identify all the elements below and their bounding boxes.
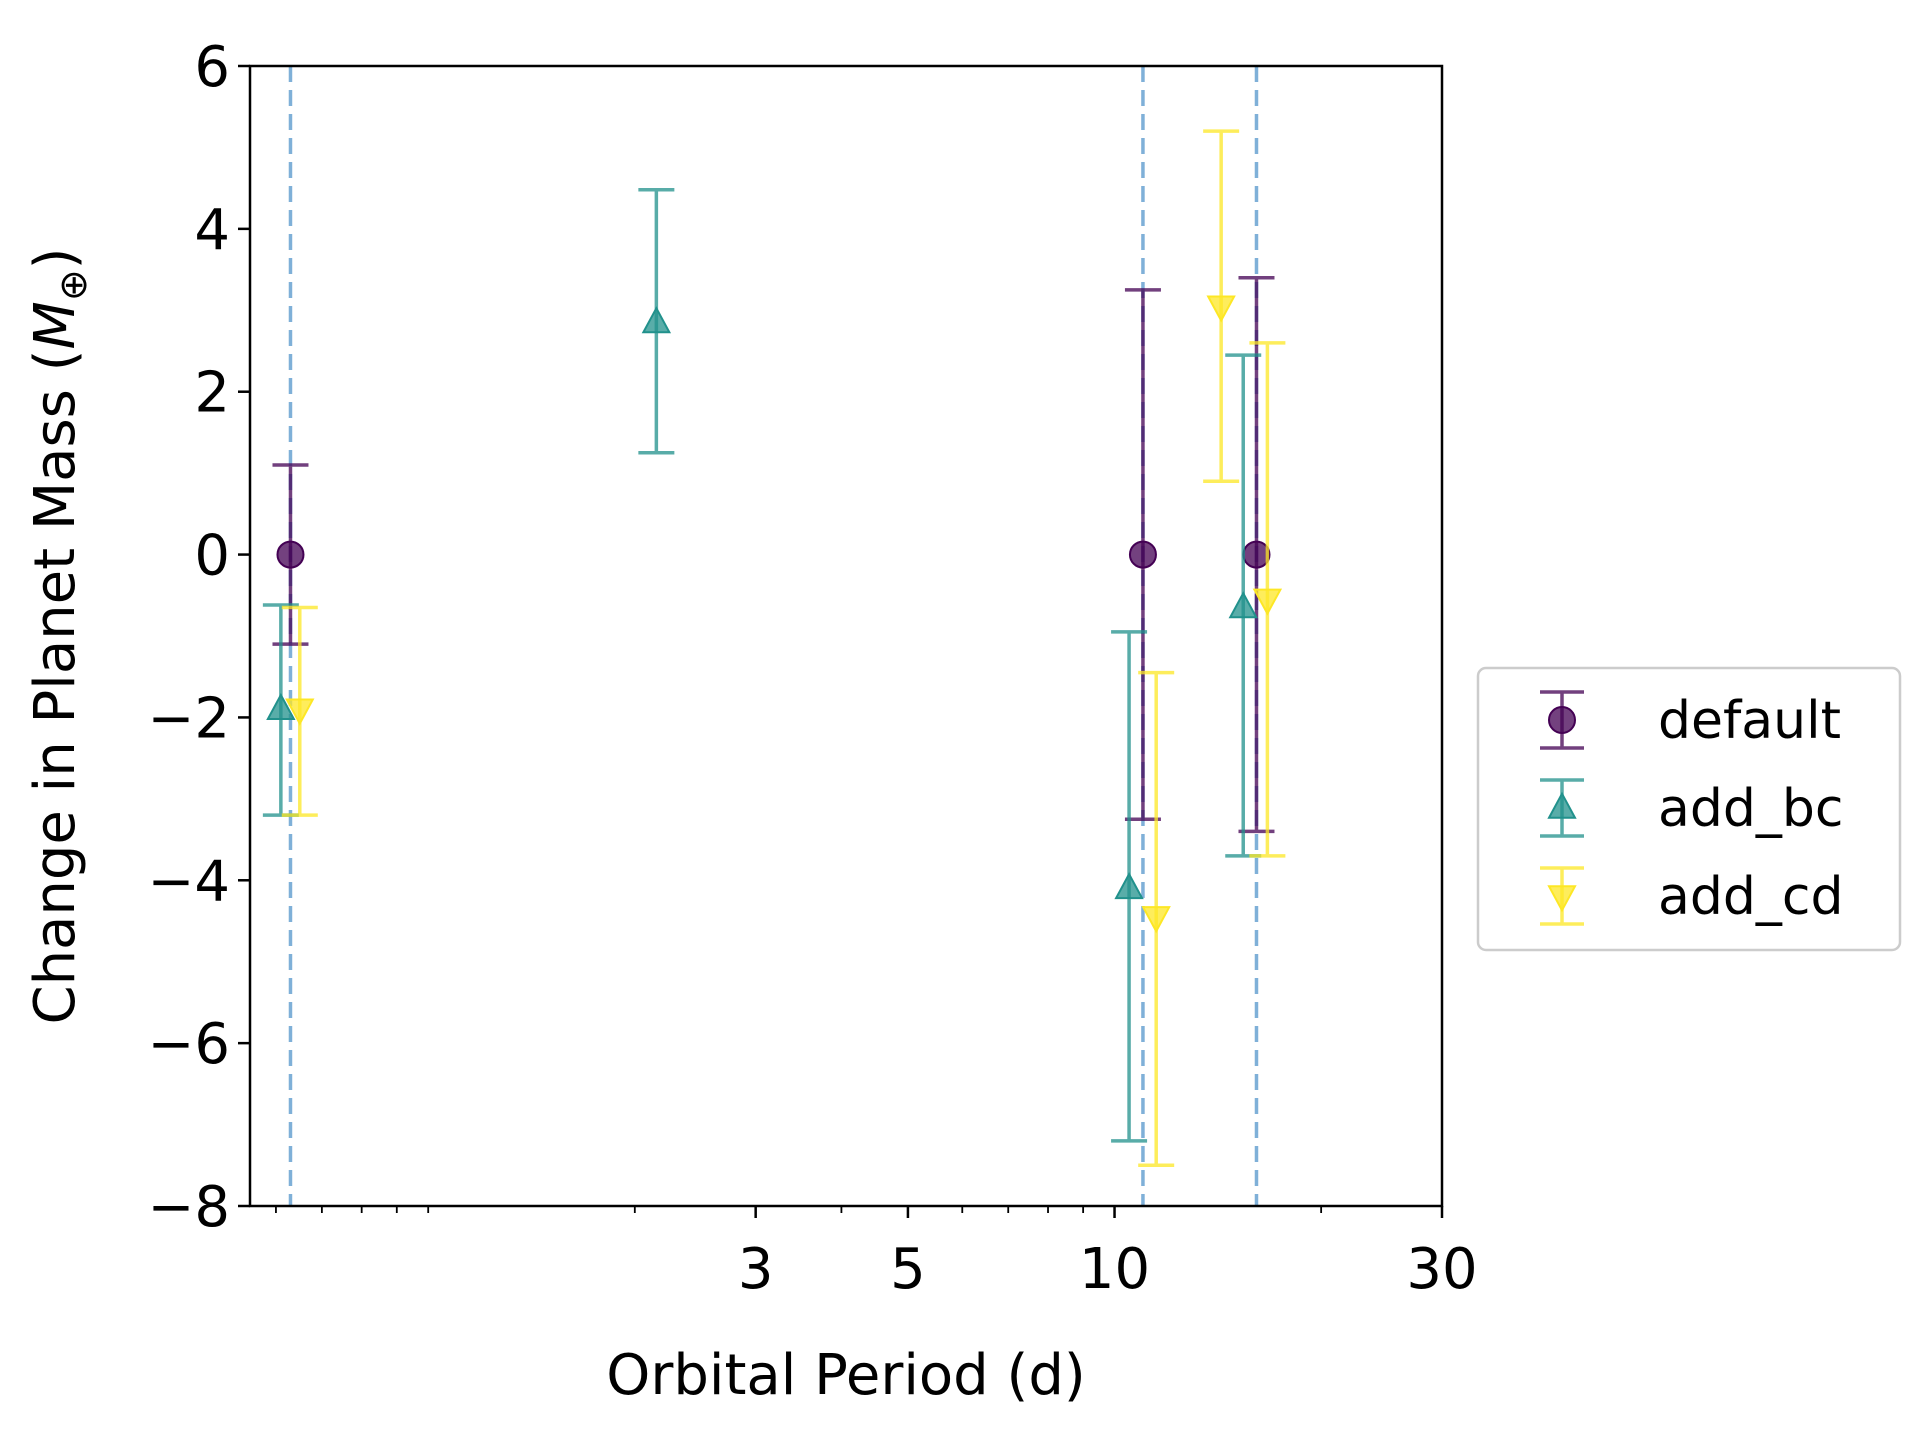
data-point — [266, 692, 296, 721]
y-tick-label: 4 — [194, 198, 230, 263]
x-tick-label: 5 — [890, 1237, 926, 1302]
y-tick-label: −2 — [147, 686, 230, 751]
x-tick-label: 30 — [1406, 1237, 1477, 1302]
data-point — [276, 540, 305, 569]
legend-marker — [1547, 885, 1577, 913]
legend-marker — [1548, 706, 1576, 734]
legend-item-default: default — [1540, 690, 1841, 751]
data-point — [1206, 295, 1236, 323]
y-tick-label: −8 — [147, 1175, 230, 1240]
series-add_cd — [281, 129, 1286, 1168]
y-tick-label: −6 — [147, 1012, 230, 1077]
plot-frame — [248, 64, 1444, 1208]
x-axis-title: Orbital Period (d) — [606, 1343, 1086, 1408]
data-point — [285, 698, 315, 726]
legend-label: add_bc — [1658, 779, 1843, 839]
data-point — [641, 306, 672, 334]
x-tick-label: 10 — [1079, 1237, 1150, 1302]
y-tick-label: 0 — [194, 524, 230, 589]
plot-area — [262, 66, 1286, 1206]
legend: default add_bc add_cd — [1476, 666, 1902, 952]
y-axis-title: Change in Planet Mass (M⊕) — [23, 247, 95, 1024]
y-axis-title-symbol: M — [23, 301, 88, 349]
x-tick-label: 3 — [738, 1237, 774, 1302]
data-point — [1114, 872, 1144, 900]
y-axis-title-main: Change in Planet Mass ( — [23, 349, 88, 1024]
legend-item-add_bc: add_bc — [1540, 778, 1843, 839]
y-tick-label: 6 — [194, 35, 230, 100]
data-point — [1141, 906, 1171, 934]
series-default — [272, 275, 1275, 834]
data-point — [1242, 540, 1271, 569]
legend-label: add_cd — [1658, 867, 1843, 927]
legend-item-add_cd: add_cd — [1540, 866, 1843, 927]
legend-label: default — [1658, 691, 1841, 751]
legend-box — [1476, 666, 1902, 952]
y-tick-label: −4 — [147, 849, 230, 914]
y-axis-title-close: ) — [23, 247, 88, 269]
y-axis-title-subscript: ⊕ — [51, 269, 95, 301]
series-add_bc — [262, 188, 1262, 1143]
data-point — [1228, 591, 1258, 619]
legend-marker — [1547, 791, 1577, 819]
data-point — [1252, 588, 1283, 616]
y-tick-label: 2 — [194, 361, 230, 426]
axes: 6 4 2 0 −2 −4 −6 −8 3 5 10 30 — [147, 35, 1477, 1302]
data-point — [1128, 540, 1157, 569]
